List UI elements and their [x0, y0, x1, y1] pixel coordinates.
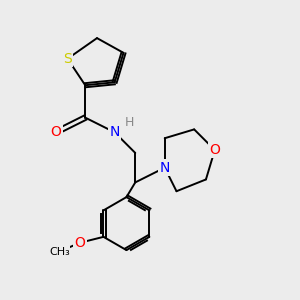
Text: N: N — [160, 161, 170, 175]
Text: S: S — [63, 52, 72, 66]
Text: CH₃: CH₃ — [49, 247, 70, 256]
Text: O: O — [74, 236, 86, 250]
Text: H: H — [125, 116, 134, 128]
Text: O: O — [50, 125, 61, 139]
Text: O: O — [209, 143, 220, 157]
Text: N: N — [110, 125, 120, 139]
